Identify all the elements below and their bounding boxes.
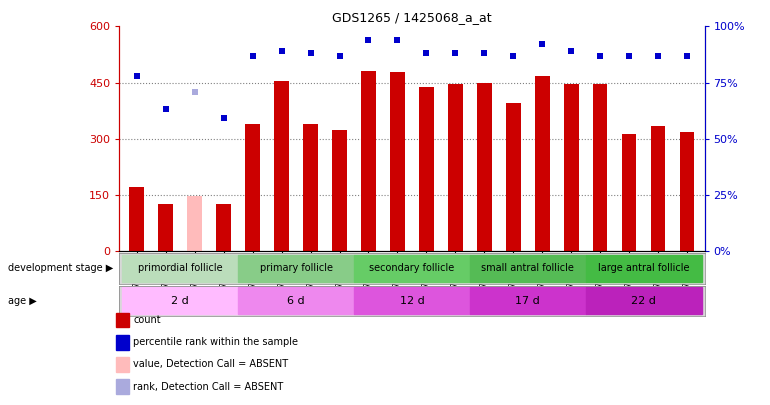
Bar [593,84,608,251]
Text: 22 d: 22 d [631,296,656,306]
Bar [477,83,491,251]
Bar [419,87,434,251]
Point [246,52,259,59]
Text: 12 d: 12 d [400,296,424,306]
Text: 2 d: 2 d [171,296,189,306]
Text: age ▶: age ▶ [8,296,36,306]
Bar [303,124,318,251]
Point [594,52,607,59]
Point [565,48,578,54]
Point [276,48,288,54]
Bar [448,84,463,251]
Bar [361,71,376,251]
Point [189,88,201,95]
Point [217,115,229,122]
Point [652,52,665,59]
Title: GDS1265 / 1425068_a_at: GDS1265 / 1425068_a_at [332,11,492,24]
Text: count: count [133,315,161,325]
Bar [586,287,701,314]
Bar [564,84,578,251]
Point [391,36,403,43]
Point [131,72,143,79]
Bar [651,126,665,251]
Point [420,50,433,57]
Bar [238,287,354,314]
Point [159,106,172,113]
Bar [354,255,470,282]
Text: 17 d: 17 d [515,296,541,306]
Bar [390,72,405,251]
Point [304,50,316,57]
Bar [506,103,521,251]
Point [333,52,346,59]
Bar [274,81,289,251]
Point [623,52,635,59]
Text: primary follicle: primary follicle [259,263,333,273]
Bar [354,287,470,314]
Text: percentile rank within the sample: percentile rank within the sample [133,337,298,347]
Bar [586,255,701,282]
Bar [159,204,173,251]
Bar [246,124,259,251]
Point [478,50,490,57]
Text: large antral follicle: large antral follicle [598,263,689,273]
Bar [187,196,202,251]
Bar [129,187,144,251]
Bar [680,132,695,251]
Bar [470,255,586,282]
Bar [333,130,346,251]
Point [449,50,461,57]
Point [681,52,693,59]
Bar [122,255,238,282]
Bar [535,76,550,251]
Text: 6 d: 6 d [287,296,305,306]
Bar [622,134,637,251]
Text: value, Detection Call = ABSENT: value, Detection Call = ABSENT [133,360,288,369]
Bar [238,255,354,282]
Bar [470,287,586,314]
Text: rank, Detection Call = ABSENT: rank, Detection Call = ABSENT [133,382,283,392]
Bar [122,287,238,314]
Point [536,41,548,47]
Point [363,36,375,43]
Text: secondary follicle: secondary follicle [370,263,454,273]
Bar [216,204,231,251]
Text: small antral follicle: small antral follicle [481,263,574,273]
Point [507,52,520,59]
Text: primordial follicle: primordial follicle [138,263,223,273]
Text: development stage ▶: development stage ▶ [8,263,113,273]
